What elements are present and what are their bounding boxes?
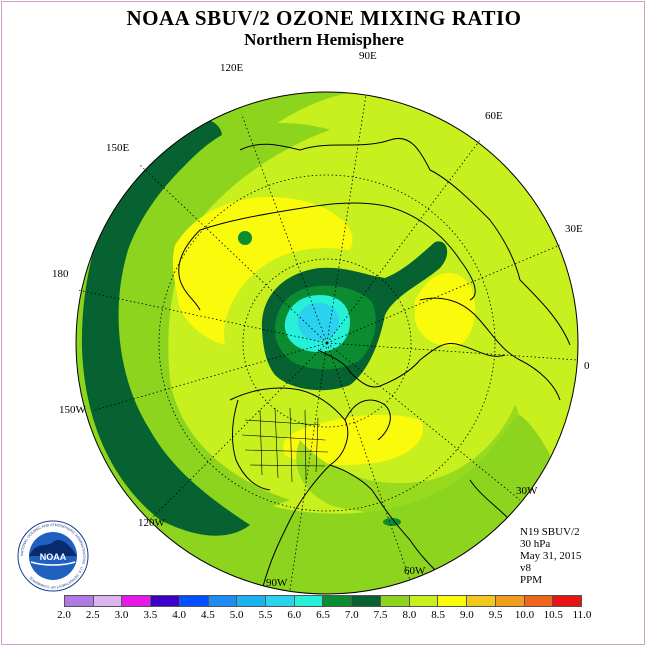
contour-feature-east-asia: [238, 231, 252, 245]
lon-label-150w: 150W: [59, 404, 86, 416]
colorbar-segment: [65, 596, 94, 606]
colorbar-tick-label: 10.0: [514, 609, 535, 621]
logo-bird: [29, 539, 77, 556]
lon-label-30w: 30W: [516, 485, 538, 497]
lon-label-180: 180: [52, 268, 69, 280]
colorbar-segment: [323, 596, 353, 606]
lon-label-150e: 150E: [106, 142, 130, 154]
colorbar-segment: [93, 596, 123, 606]
colorbar-tick-label: 6.0: [287, 609, 302, 621]
contour-feature-atlantic-south: [383, 518, 401, 526]
colorbar-segment: [553, 596, 581, 606]
lon-label-60e: 60E: [485, 110, 503, 122]
info-version: v8: [520, 562, 531, 574]
colorbar-tick-label: 7.0: [344, 609, 359, 621]
lon-label-120w: 120W: [138, 517, 165, 529]
info-units: PPM: [520, 574, 543, 586]
colorbar-segment: [294, 596, 324, 606]
colorbar-segment: [438, 596, 468, 606]
colorbar-tick-label: 9.0: [460, 609, 474, 621]
colorbar-tick-label: 9.5: [488, 609, 503, 621]
colorbar-tick-label: 2.0: [57, 609, 71, 621]
colorbar-segment: [179, 596, 209, 606]
noaa-logo: NOAA NATIONAL OCEANIC AND ATMOSPHERIC AD…: [17, 520, 89, 592]
us-state-lines: [241, 407, 329, 483]
colorbar-tick-label: 5.0: [229, 609, 244, 621]
colorbar-tick-label: 5.5: [258, 609, 273, 621]
contour-band-8.5-crescent: [172, 197, 353, 345]
colorbar-segment: [495, 596, 525, 606]
colorbar-tick-label: 4.0: [172, 609, 186, 621]
colorbar-segment: [467, 596, 496, 606]
logo-text: NOAA: [40, 552, 67, 562]
colorbar-ticks: 2.0 2.5 3.0 3.5 4.0 4.5 5.0 5.5 6.0 6.5 7.0 7.5 8.0 8…: [57, 609, 591, 623]
contour-band-7.5-pacific: [126, 123, 330, 526]
map-title: NOAA SBUV/2 OZONE MIXING RATIO: [126, 6, 522, 30]
contour-band-5.5-polar: [297, 302, 340, 342]
colorbar-tick-label: 6.5: [316, 609, 330, 621]
colorbar-segment: [237, 596, 267, 606]
map-boundary: [75, 91, 579, 595]
colorbar-segment: [352, 596, 381, 606]
colorbar-segment: [266, 596, 295, 606]
colorbar-tick-label: 3.5: [143, 609, 158, 621]
colorbar-tick-label: 8.0: [402, 609, 417, 621]
lon-label-90w: 90W: [266, 577, 288, 589]
lon-label-90e: 90E: [359, 50, 377, 62]
lon-label-30e: 30E: [565, 223, 583, 235]
contour-band-7.0-pacific: [81, 118, 250, 536]
lon-label-0: 0: [584, 360, 590, 372]
info-level: 30 hPa: [520, 538, 551, 550]
lon-label-60w: 60W: [404, 565, 426, 577]
graticule: [77, 94, 579, 591]
colorbar-tick-label: 11.0: [572, 609, 592, 621]
coastlines: [178, 137, 571, 591]
colorbar-tick-label: 4.5: [201, 609, 215, 621]
colorbar-tick-label: 2.5: [85, 609, 100, 621]
colorbar-segment: [122, 596, 152, 606]
colorbar: [64, 595, 582, 607]
colorbar-tick-label: 7.5: [373, 609, 388, 621]
info-satellite: N19 SBUV/2: [520, 526, 580, 538]
colorbar-segment: [409, 596, 439, 606]
colorbar-tick-label: 3.0: [114, 609, 129, 621]
colorbar-segment: [208, 596, 238, 606]
colorbar-tick-label: 10.5: [543, 609, 563, 621]
map-subtitle: Northern Hemisphere: [244, 30, 404, 49]
contour-band-8.5-europe: [415, 273, 476, 347]
contour-band-7.5-nw-atlantic: [296, 405, 520, 514]
lon-label-120e: 120E: [220, 62, 244, 74]
colorbar-segment: [380, 596, 410, 606]
colorbar-segment: [524, 596, 554, 606]
info-date: May 31, 2015: [520, 550, 582, 562]
colorbar-segment: [151, 596, 180, 606]
colorbar-tick-label: 8.5: [431, 609, 445, 621]
